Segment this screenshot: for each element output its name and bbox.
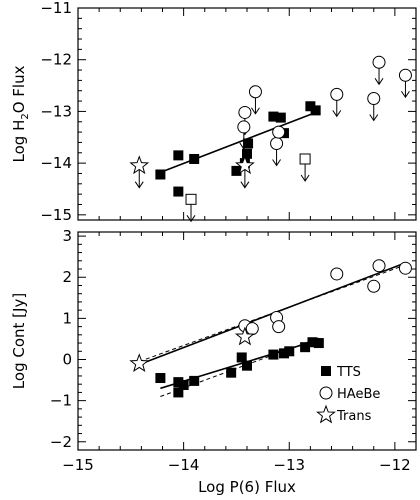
- y-tick-label: 0: [62, 351, 72, 369]
- x-tick-label: −15: [62, 456, 94, 474]
- tts-point: [226, 367, 237, 378]
- tts-point: [236, 352, 247, 363]
- top-data-points: [129, 55, 412, 205]
- y-tick-label: 1: [62, 309, 72, 327]
- y-tick-label: −15: [40, 206, 72, 224]
- top-ticks: [77, 7, 416, 220]
- tts-point: [173, 377, 184, 388]
- x-axis-label: Log P(6) Flux: [198, 478, 296, 496]
- haebe-point: [367, 91, 381, 105]
- tts-point: [310, 105, 321, 116]
- tts-point: [278, 348, 289, 359]
- tts-point: [243, 138, 254, 149]
- bottom-fit-lines: [138, 262, 406, 397]
- haebe-point: [367, 279, 381, 293]
- haebe-point: [330, 267, 344, 281]
- haebe-point: [245, 322, 259, 336]
- continuum-panel: −2 −1 0 1 2 3 −15 −14 −13 −12 TTS HAeBe Trans Log …: [10, 227, 417, 496]
- top-y-label-subscript: 2: [20, 113, 31, 119]
- trans-point: [129, 353, 150, 373]
- y-tick-label: −1: [50, 392, 72, 410]
- legend-marker-tts: [321, 366, 331, 376]
- y-tick-label: −2: [50, 433, 72, 451]
- tts-point: [307, 337, 318, 348]
- tts-point: [275, 112, 286, 123]
- bottom-y-tick-labels: −2 −1 0 1 2 3: [50, 227, 72, 451]
- top-y-axis-label: Log H2O Flux: [10, 65, 31, 162]
- legend-label-tts: TTS: [336, 365, 361, 380]
- y-tick-label: −14: [40, 154, 72, 172]
- haebe-point: [398, 261, 412, 275]
- tts-point: [178, 380, 189, 391]
- bottom-data-points: [129, 259, 412, 398]
- haebe-point: [330, 87, 344, 101]
- bottom-y-axis-label: Log Cont [Jy]: [10, 293, 28, 389]
- tts-point: [189, 375, 200, 386]
- tts-limit-point: [299, 153, 311, 165]
- legend-label-trans: Trans: [336, 409, 372, 424]
- tts-point: [305, 101, 316, 112]
- haebe-point: [248, 85, 262, 99]
- bottom-ticks: [77, 232, 416, 451]
- tts-point: [155, 169, 166, 180]
- y-tick-label: −12: [40, 51, 72, 69]
- tts-point: [242, 360, 252, 371]
- tts-point: [231, 165, 242, 176]
- tts-point: [173, 387, 184, 398]
- x-tick-label: −14: [168, 456, 200, 474]
- legend: TTS HAeBe Trans: [316, 365, 380, 424]
- tts-point: [284, 346, 295, 357]
- y-tick-label: −11: [40, 0, 72, 17]
- haebe-point: [238, 105, 252, 119]
- haebe-point: [398, 68, 412, 82]
- x-tick-label: −12: [379, 456, 411, 474]
- haebe-point: [372, 259, 386, 273]
- x-tick-label: −13: [273, 456, 305, 474]
- tts-point: [313, 338, 324, 349]
- top-y-label-part-1: Log H: [10, 120, 28, 163]
- legend-marker-trans: [316, 404, 336, 424]
- trans-point: [234, 326, 255, 346]
- haebe-point: [272, 125, 286, 139]
- y-tick-label: 2: [62, 268, 72, 286]
- top-y-tick-labels: −15 −14 −13 −12 −11: [40, 0, 72, 224]
- trans-point: [129, 155, 150, 175]
- haebe-point: [270, 136, 284, 150]
- tts-point: [155, 373, 166, 384]
- y-tick-label: −13: [40, 102, 72, 120]
- trans-point: [234, 155, 255, 175]
- tts-point: [242, 148, 252, 159]
- tts-point: [268, 111, 279, 122]
- h2o-flux-panel: −15 −14 −13 −12 −11 Log H2O Flux: [10, 0, 417, 224]
- tts-point: [173, 150, 184, 161]
- legend-marker-haebe: [319, 386, 333, 400]
- legend-label-haebe: HAeBe: [337, 387, 380, 402]
- tts-point: [300, 342, 311, 353]
- tts-point: [173, 186, 184, 197]
- y-tick-label: 3: [62, 227, 72, 245]
- haebe-point: [237, 120, 251, 134]
- haebe-point: [272, 320, 286, 334]
- fit-line: [160, 111, 316, 174]
- haebe-point: [372, 55, 386, 69]
- top-fit-lines: [160, 111, 316, 174]
- bottom-x-tick-labels: −15 −14 −13 −12: [62, 456, 411, 474]
- tts-point: [189, 153, 200, 164]
- top-y-label-part-2: O Flux: [10, 65, 28, 113]
- tts-limit-point: [185, 193, 197, 205]
- tts-point: [268, 349, 279, 360]
